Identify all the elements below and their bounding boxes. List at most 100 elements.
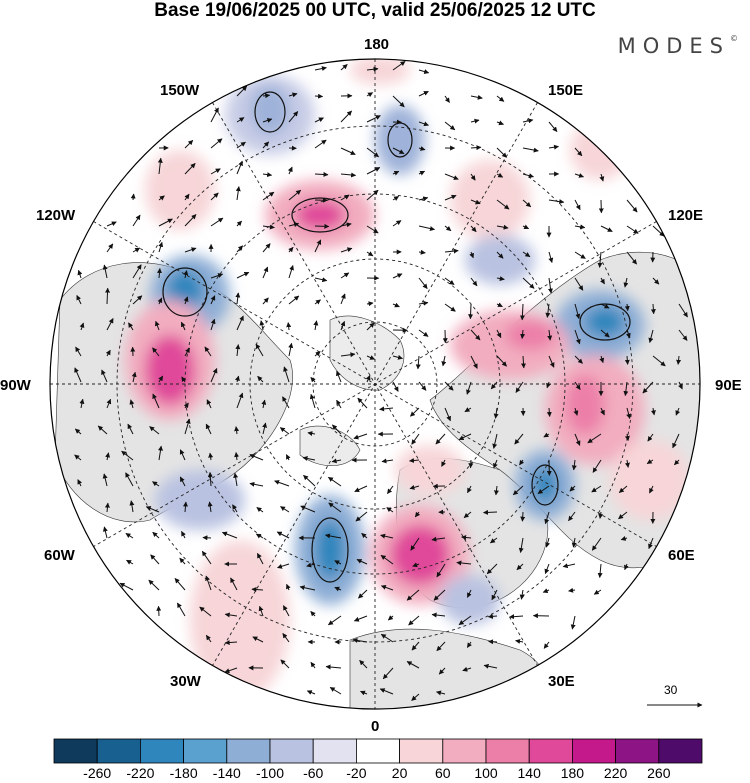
lon-label-90e: 90E — [715, 377, 742, 394]
wind-vector — [418, 249, 426, 255]
wind-vector — [366, 189, 379, 201]
wind-vector — [183, 296, 189, 305]
wind-vector — [574, 381, 581, 391]
colorbar-swatch — [572, 738, 617, 764]
wind-vector — [152, 481, 160, 487]
wind-vector — [325, 533, 342, 539]
wind-vector — [626, 199, 638, 213]
wind-vector — [152, 531, 160, 539]
wind-vector — [548, 277, 553, 294]
wind-vector — [179, 557, 186, 565]
lon-label-30w: 30W — [170, 673, 201, 690]
wind-vector — [300, 505, 316, 513]
wind-vector — [204, 346, 212, 357]
wind-vector — [129, 500, 135, 513]
wind-vector — [334, 586, 342, 592]
wind-vector — [412, 562, 420, 568]
wind-vector — [652, 277, 660, 285]
wind-vector — [547, 329, 553, 341]
wind-vector — [180, 321, 186, 331]
wind-vector — [509, 614, 524, 620]
wind-vector — [224, 640, 238, 646]
wind-vector — [183, 402, 189, 409]
colorbar-swatch — [615, 738, 660, 764]
wind-vector — [276, 531, 290, 539]
wind-vector — [357, 397, 368, 409]
wind-vector — [157, 157, 163, 175]
wind-vector — [340, 194, 350, 201]
wind-vector — [487, 613, 498, 619]
wind-vector — [624, 563, 629, 571]
wind-vector — [600, 407, 605, 416]
wind-vector — [102, 526, 108, 539]
wind-vector — [210, 107, 219, 123]
wind-vector — [678, 329, 688, 341]
wind-vector — [489, 537, 498, 544]
map-border — [49, 58, 701, 710]
wind-vector — [431, 612, 446, 618]
wind-vector — [235, 344, 241, 357]
wind-vector — [642, 381, 654, 394]
wind-vector — [470, 199, 481, 205]
wind-vector — [574, 303, 581, 320]
wind-vector — [208, 452, 214, 461]
wind-vectors — [74, 60, 688, 701]
colorbar-tick-label: -140 — [212, 765, 241, 781]
wind-vector — [132, 295, 143, 305]
wind-vector — [79, 398, 85, 409]
wind-vector — [392, 170, 400, 176]
wind-vector — [436, 641, 446, 652]
wind-vector — [132, 264, 142, 279]
colorbar-swatch — [226, 738, 271, 764]
wind-vector — [288, 222, 300, 228]
colorbar — [53, 738, 703, 764]
wind-vector — [408, 615, 420, 626]
wind-vector — [256, 506, 264, 513]
wind-vector — [415, 355, 421, 370]
wind-vector — [119, 582, 134, 591]
wind-vector — [411, 693, 420, 701]
wind-vector — [386, 507, 394, 513]
wind-vector — [334, 560, 342, 565]
wind-vector — [597, 563, 603, 578]
wind-vector — [307, 431, 316, 436]
wind-vector — [97, 425, 108, 435]
wind-vector — [387, 615, 394, 621]
wind-vector — [512, 485, 524, 496]
colorbar-swatch — [269, 738, 314, 764]
wind-vector — [444, 225, 452, 232]
wind-vector — [179, 449, 186, 461]
wind-vector — [176, 602, 186, 617]
wind-vector — [626, 407, 632, 419]
colorbar-swatch — [96, 738, 141, 764]
wind-vector — [262, 93, 271, 99]
wind-vector — [174, 578, 186, 591]
wind-vector — [444, 121, 456, 131]
wind-vector — [520, 329, 526, 339]
wind-vector — [105, 349, 111, 357]
wind-vector — [366, 251, 374, 257]
wind-vector — [249, 454, 264, 461]
wind-vector — [573, 407, 579, 416]
wind-vector — [444, 173, 459, 180]
wind-vector — [184, 418, 191, 435]
wind-vector — [518, 537, 524, 553]
wind-vector — [548, 121, 558, 132]
wind-vector — [262, 118, 273, 123]
colorbar-tick-label: 220 — [603, 765, 628, 781]
wind-vector — [496, 355, 507, 367]
wind-vector — [599, 355, 605, 364]
wind-vector — [235, 292, 241, 305]
wind-vector — [652, 225, 665, 237]
colorbar-swatch — [53, 738, 98, 764]
wind-vector — [255, 343, 264, 357]
wind-vector — [288, 342, 294, 357]
wind-vector — [152, 347, 160, 357]
wind-vector — [235, 186, 241, 201]
wind-vector — [184, 139, 194, 149]
wind-vector — [366, 115, 381, 123]
wind-vector — [467, 485, 472, 494]
wind-vector — [463, 511, 472, 519]
wind-vector — [331, 458, 342, 464]
wind-vector — [470, 145, 482, 151]
